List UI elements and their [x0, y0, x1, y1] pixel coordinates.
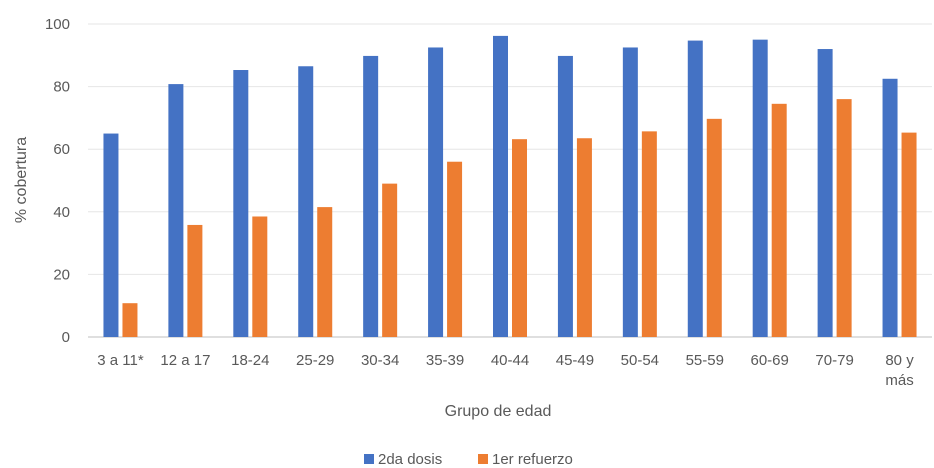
x-tick-label: 3 a 11* [97, 352, 144, 369]
bar-primer-refuerzo-2 [252, 216, 268, 337]
x-tick-label: 50-54 [621, 352, 659, 369]
legend-swatch [478, 454, 488, 464]
bar-primer-refuerzo-4 [382, 183, 398, 337]
y-tick-label: 0 [62, 329, 70, 346]
bar-segunda-dosis-6 [493, 35, 508, 337]
x-tick-label: 35-39 [426, 352, 464, 369]
x-tick-label: 70-79 [815, 352, 853, 369]
y-tick-label: 60 [53, 141, 70, 158]
bar-primer-refuerzo-9 [706, 118, 722, 338]
y-tick-label: 100 [45, 16, 70, 33]
tick-labels: 0 20 40 60 80 100 3 a 11* 12 a 17 18-24 25-29 30-3… [45, 16, 914, 389]
bar-primer-refuerzo-5 [447, 161, 463, 337]
y-tick-label: 20 [53, 266, 70, 283]
bar-primer-refuerzo-0 [122, 303, 138, 337]
bar-segunda-dosis-0 [103, 133, 119, 337]
bar-segunda-dosis-3 [298, 66, 314, 337]
y-tick-label: 40 [53, 204, 70, 221]
bar-segunda-dosis-12 [882, 78, 898, 338]
bar-segunda-dosis-11 [817, 49, 833, 337]
x-tick-label: 80 y [885, 352, 914, 369]
x-tick-label: 18-24 [231, 352, 269, 369]
bar-primer-refuerzo-8 [641, 131, 657, 337]
x-tick-label: 12 a 17 [160, 352, 210, 369]
bar-segunda-dosis-9 [687, 40, 703, 338]
legend-label: 1er refuerzo [492, 451, 573, 468]
x-tick-label: 25-29 [296, 352, 334, 369]
y-axis-title: % cobertura [13, 137, 30, 223]
bar-primer-refuerzo-1 [187, 224, 203, 337]
x-tick-label: 55-59 [686, 352, 724, 369]
bar-segunda-dosis-5 [428, 47, 444, 337]
x-tick-label: 60-69 [751, 352, 789, 369]
bar-primer-refuerzo-7 [576, 138, 592, 337]
x-tick-label: 30-34 [361, 352, 399, 369]
x-tick-label: 40-44 [491, 352, 529, 369]
y-tick-label: 80 [53, 79, 70, 96]
bar-primer-refuerzo-10 [771, 103, 787, 337]
x-tick-label: más [885, 372, 913, 389]
bar-segunda-dosis-1 [168, 84, 184, 337]
bar-segunda-dosis-10 [752, 39, 768, 338]
bar-primer-refuerzo-12 [901, 132, 917, 337]
bar-segunda-dosis-7 [557, 55, 573, 338]
bar-primer-refuerzo-11 [836, 99, 852, 338]
bar-segunda-dosis-8 [622, 47, 638, 337]
legend-swatch [364, 454, 374, 464]
gridlines [88, 23, 932, 338]
bar-primer-refuerzo-3 [317, 207, 333, 337]
x-tick-label: 45-49 [556, 352, 594, 369]
bar-primer-refuerzo-6 [512, 139, 527, 337]
legend-label: 2da dosis [378, 451, 442, 468]
bar-segunda-dosis-2 [233, 70, 249, 338]
legend: 2da dosis 1er refuerzo [364, 451, 573, 468]
x-axis-title: Grupo de edad [445, 403, 552, 420]
bar-segunda-dosis-4 [363, 55, 379, 338]
bars [103, 35, 917, 338]
